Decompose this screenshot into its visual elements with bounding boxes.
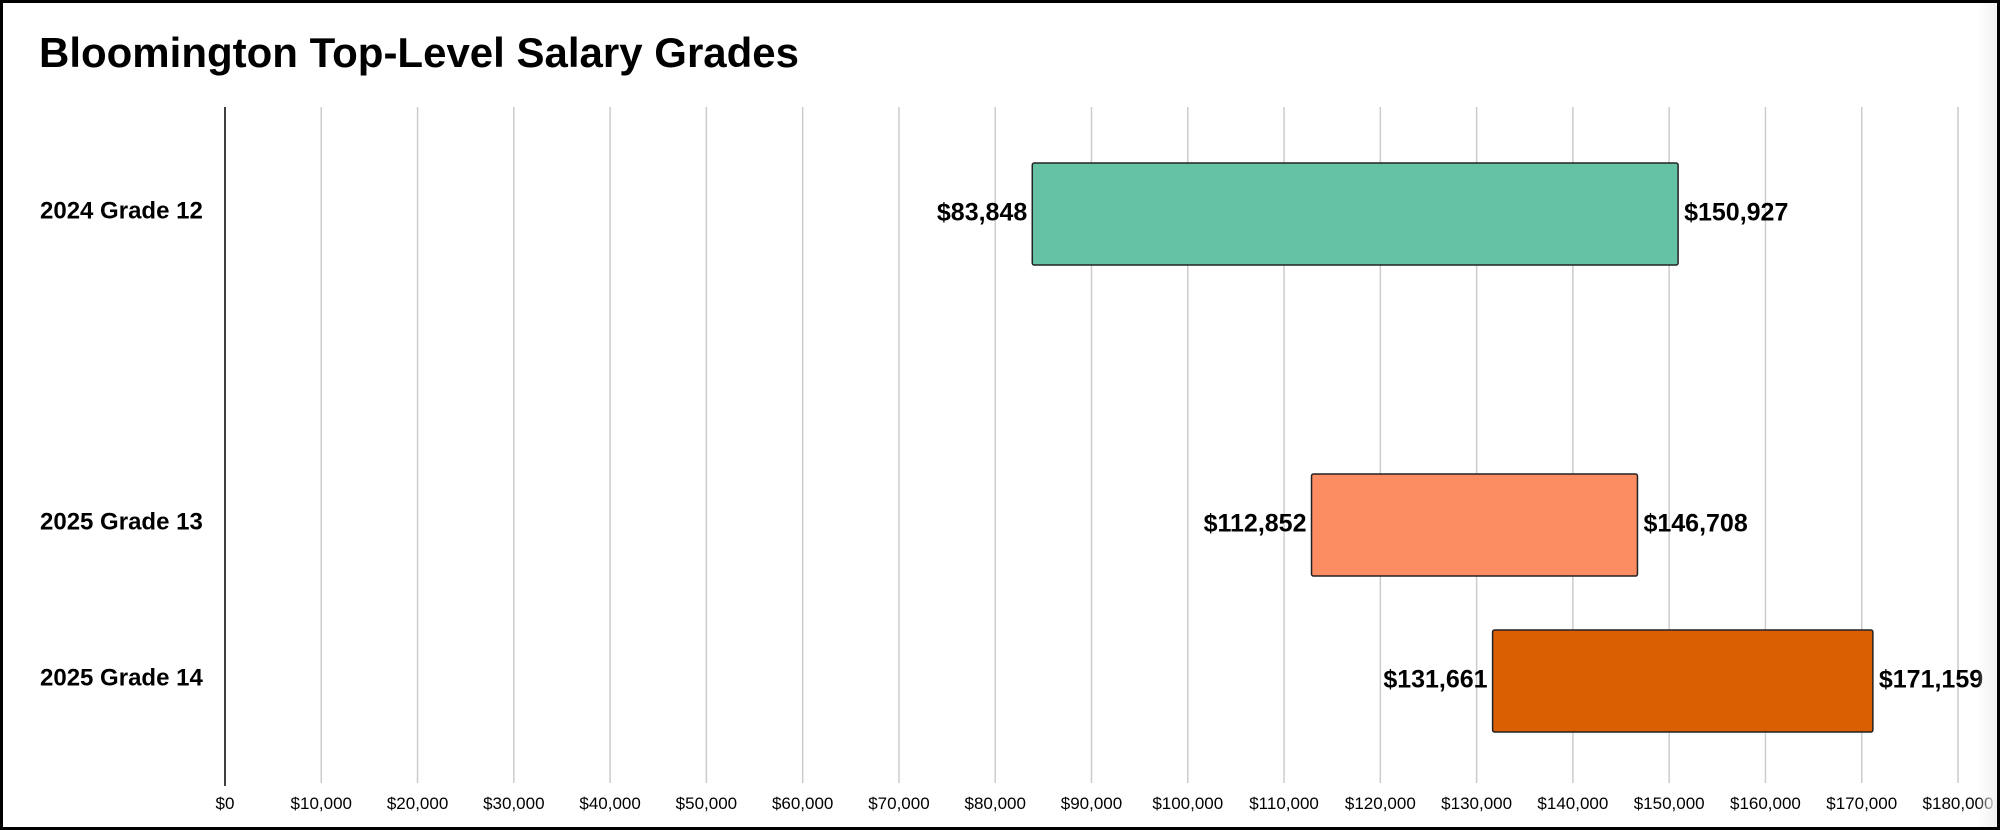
x-tick-label: $20,000 (387, 794, 448, 813)
x-tick-label: $10,000 (291, 794, 352, 813)
min-value-label: $131,661 (1383, 666, 1487, 694)
max-value-label: $150,927 (1684, 199, 1788, 227)
x-tick-label: $120,000 (1345, 794, 1416, 813)
x-tick-label: $90,000 (1061, 794, 1122, 813)
chart-title: Bloomington Top-Level Salary Grades (39, 29, 800, 76)
labels: $0 $10,000 $20,000 $30,000 $40,000 $50,000 $60… (40, 197, 1993, 813)
x-tick-label: $80,000 (964, 794, 1025, 813)
x-tick-label: $40,000 (579, 794, 640, 813)
max-value-label: $171,159 (1879, 666, 1983, 694)
min-value-label: $112,852 (1204, 510, 1307, 538)
x-tick-label: $150,000 (1634, 794, 1705, 813)
range-bar (1310, 473, 1639, 577)
x-tick-label: $170,000 (1826, 794, 1897, 813)
range-bar (1031, 162, 1679, 266)
x-tick-label: $50,000 (676, 794, 737, 813)
chart-plot: $0 $10,000 $20,000 $30,000 $40,000 $50,000 $60… (40, 107, 1993, 813)
min-value-label: $83,848 (937, 199, 1027, 227)
x-tick-label: $130,000 (1441, 794, 1512, 813)
x-tick-label: $180,000 (1923, 794, 1994, 813)
x-tick-label: $110,000 (1249, 794, 1319, 813)
bars (1031, 162, 1874, 733)
x-tick-label: $140,000 (1537, 794, 1608, 813)
x-tick-label: $70,000 (868, 794, 929, 813)
category-label: 2024 Grade 12 (40, 197, 203, 224)
x-tick-label: $160,000 (1730, 794, 1801, 813)
x-tick-label: $30,000 (483, 794, 544, 813)
category-label: 2025 Grade 13 (40, 508, 203, 535)
range-bar (1491, 629, 1874, 733)
x-tick-label: $0 (216, 794, 235, 813)
x-tick-label: $60,000 (772, 794, 833, 813)
x-tick-label: $100,000 (1152, 794, 1223, 813)
max-value-label: $146,708 (1643, 510, 1747, 538)
category-label: 2025 Grade 14 (40, 664, 203, 691)
